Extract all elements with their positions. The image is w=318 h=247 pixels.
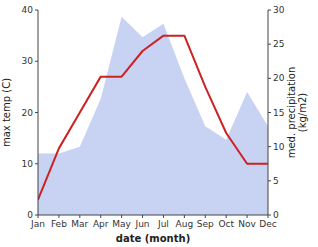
y-tick	[35, 163, 38, 164]
y-tick	[35, 112, 38, 113]
precipitation-area	[38, 17, 268, 215]
y2-tick	[268, 215, 271, 216]
x-tick-label: Jul	[157, 219, 169, 229]
x-tick	[163, 215, 164, 218]
y2-tick-label: 30	[273, 5, 285, 15]
x-tick-label: May	[112, 219, 131, 229]
y2-tick	[268, 180, 271, 181]
y2-tick	[268, 10, 271, 11]
x-tick-label: Feb	[51, 219, 67, 229]
x-tick	[79, 215, 80, 218]
temperature-line	[38, 36, 268, 200]
x-axis-line	[38, 215, 268, 216]
y2-tick-label: 20	[273, 73, 285, 83]
y2-tick-label: 0	[273, 210, 279, 220]
y-tick	[35, 215, 38, 216]
y-tick-label: 30	[22, 56, 34, 66]
x-tick	[226, 215, 227, 218]
x-tick	[121, 215, 122, 218]
y-tick-label: 20	[22, 108, 34, 118]
x-tick-label: Jun	[135, 219, 150, 229]
x-tick	[100, 215, 101, 218]
x-tick-label: Apr	[93, 219, 109, 229]
y-tick-label: 10	[22, 159, 34, 169]
x-tick	[184, 215, 185, 218]
x-tick	[205, 215, 206, 218]
y2-tick-label: 15	[273, 108, 284, 118]
y2-tick-label: 10	[273, 142, 285, 152]
plot-area	[38, 17, 268, 215]
y2-tick	[268, 146, 271, 147]
x-tick-label: Sep	[197, 219, 214, 229]
y2-tick	[268, 112, 271, 113]
y-tick-label: 0	[27, 210, 33, 220]
x-tick-label: Nov	[238, 219, 256, 229]
x-tick-label: Jan	[30, 219, 45, 229]
y2-axis-label: med. precipitation(kg/m2)	[286, 67, 308, 159]
x-axis-label: date (month)	[116, 233, 190, 244]
y2-tick-label: 25	[273, 39, 284, 49]
x-tick-label: Mar	[71, 219, 88, 229]
y2-tick	[268, 44, 271, 45]
x-tick	[247, 215, 248, 218]
y2-tick	[268, 78, 271, 79]
x-tick-label: Aug	[176, 219, 194, 229]
x-tick	[58, 215, 59, 218]
y-tick	[35, 61, 38, 62]
y2-tick-label: 5	[273, 176, 279, 186]
axes: JanFebMarAprMayJunJulAugSepOctNovDec0102…	[22, 5, 285, 229]
y-tick-label: 40	[22, 5, 34, 15]
chart: JanFebMarAprMayJunJulAugSepOctNovDec0102…	[0, 0, 318, 247]
y-axis-label: max temp (C)	[1, 78, 12, 147]
x-tick	[142, 215, 143, 218]
y-tick	[35, 10, 38, 11]
x-tick-label: Dec	[259, 219, 276, 229]
x-tick-label: Oct	[218, 219, 234, 229]
